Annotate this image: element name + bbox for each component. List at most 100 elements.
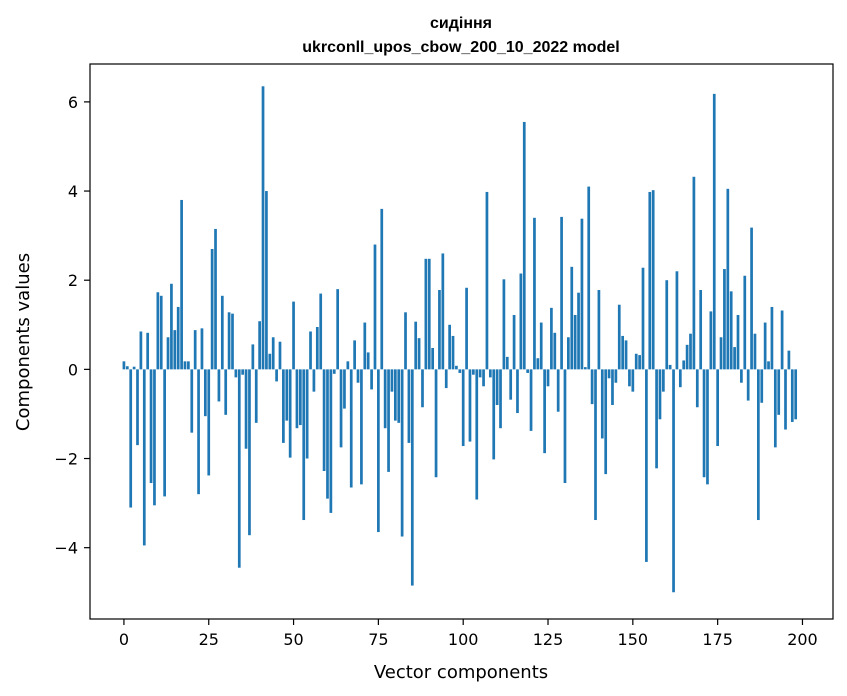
y-tick-label: 0 bbox=[68, 360, 78, 379]
bar bbox=[197, 369, 200, 495]
bar bbox=[275, 369, 278, 382]
bar bbox=[190, 369, 194, 433]
bar bbox=[427, 258, 431, 370]
bar bbox=[543, 369, 546, 454]
bar bbox=[461, 369, 465, 447]
bar bbox=[522, 121, 526, 370]
bar bbox=[251, 344, 255, 370]
bar bbox=[360, 369, 363, 485]
bar bbox=[685, 344, 689, 370]
bar bbox=[146, 332, 150, 370]
bar bbox=[278, 341, 282, 370]
bar bbox=[136, 369, 139, 446]
bar bbox=[790, 369, 794, 422]
bar bbox=[516, 369, 519, 414]
bar bbox=[421, 369, 424, 408]
bar bbox=[794, 369, 798, 420]
bar bbox=[207, 369, 211, 476]
bar bbox=[282, 369, 285, 443]
x-tick-label: 75 bbox=[368, 630, 388, 649]
bar bbox=[712, 93, 716, 370]
bar bbox=[305, 369, 309, 459]
bar bbox=[485, 191, 489, 370]
chart-title-line1: сидіння bbox=[430, 15, 492, 32]
bars-group bbox=[122, 86, 798, 593]
bar bbox=[298, 369, 302, 426]
bar bbox=[173, 330, 177, 370]
bar bbox=[448, 324, 451, 370]
bar bbox=[346, 361, 350, 370]
bar bbox=[153, 369, 156, 506]
bar bbox=[611, 369, 614, 406]
bar bbox=[645, 369, 648, 562]
bar bbox=[519, 273, 523, 370]
bar bbox=[271, 337, 275, 370]
x-tick-label: 200 bbox=[787, 630, 818, 649]
bar bbox=[533, 217, 536, 370]
bar bbox=[590, 369, 594, 405]
bar bbox=[651, 190, 655, 370]
bar bbox=[234, 369, 238, 378]
bar bbox=[723, 269, 726, 370]
bar bbox=[444, 369, 448, 389]
bar bbox=[163, 369, 166, 497]
bar bbox=[295, 369, 299, 429]
bar bbox=[594, 369, 597, 521]
bar bbox=[767, 361, 770, 370]
bar bbox=[573, 314, 577, 370]
bar bbox=[662, 369, 665, 392]
bar bbox=[203, 369, 207, 417]
bar bbox=[465, 287, 468, 370]
bar bbox=[709, 311, 713, 370]
bar bbox=[193, 330, 197, 370]
bar bbox=[139, 331, 143, 370]
bar bbox=[268, 353, 272, 370]
bar bbox=[577, 292, 580, 370]
bar bbox=[248, 369, 251, 536]
bar bbox=[315, 327, 319, 370]
bar bbox=[319, 293, 323, 370]
bar bbox=[563, 369, 567, 484]
bar bbox=[292, 301, 295, 370]
bar bbox=[468, 369, 472, 442]
bar bbox=[695, 369, 699, 408]
bar bbox=[628, 369, 631, 387]
bar bbox=[682, 360, 686, 370]
bar bbox=[410, 369, 414, 586]
bar bbox=[607, 369, 611, 379]
bar bbox=[733, 347, 736, 370]
bar bbox=[702, 369, 706, 478]
bar bbox=[183, 361, 187, 370]
bar bbox=[502, 279, 506, 370]
x-axis-ticks: 0 25 50 75 100 125 150 175 200 bbox=[119, 619, 818, 649]
bar bbox=[125, 366, 129, 370]
chart-title-line2: ukrconll_upos_cbow_200_10_2022 model bbox=[302, 39, 619, 56]
bar bbox=[339, 369, 343, 448]
bar bbox=[600, 369, 604, 439]
bar bbox=[217, 369, 221, 402]
bar bbox=[451, 335, 455, 370]
y-tick-label: 2 bbox=[68, 271, 78, 290]
bar bbox=[237, 369, 241, 568]
bar bbox=[343, 369, 346, 409]
bar bbox=[220, 295, 224, 370]
y-tick-label: −2 bbox=[54, 450, 78, 469]
bar bbox=[129, 369, 133, 508]
bar bbox=[570, 266, 574, 370]
bar bbox=[373, 244, 377, 370]
bar bbox=[692, 176, 696, 370]
bar bbox=[482, 369, 485, 387]
bar bbox=[780, 310, 784, 370]
bar bbox=[699, 290, 703, 370]
bar bbox=[509, 369, 513, 400]
bar bbox=[597, 290, 601, 370]
bar bbox=[363, 322, 367, 370]
bar bbox=[353, 340, 356, 370]
bar bbox=[166, 337, 170, 370]
bar bbox=[200, 328, 204, 370]
bar bbox=[648, 191, 652, 370]
bar bbox=[472, 369, 475, 375]
bar bbox=[560, 216, 563, 370]
bar bbox=[142, 369, 146, 546]
bar bbox=[665, 280, 669, 370]
